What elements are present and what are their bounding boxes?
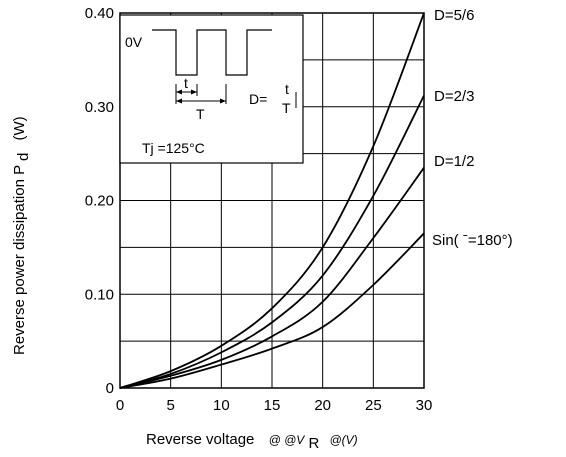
x-tick-label: 10 bbox=[213, 397, 230, 414]
x-tick-label: 30 bbox=[416, 397, 433, 414]
plot-frame bbox=[119, 12, 425, 389]
y-tick-label: 0.30 bbox=[85, 99, 114, 116]
series-label-3: D=1/2 bbox=[434, 153, 474, 170]
y-axis-title-unit: (W) bbox=[11, 116, 28, 140]
inset-zero-label: 0V bbox=[125, 34, 143, 50]
inset-t-label: t bbox=[184, 75, 188, 91]
inset-duty-denominator: T bbox=[282, 100, 291, 116]
x-tick-label: 5 bbox=[166, 397, 174, 414]
inset-T-arrowhead-left bbox=[176, 98, 182, 104]
series-line-4 bbox=[119, 232, 425, 389]
x-axis-title-extra: @ @V bbox=[269, 433, 306, 447]
inset-T-arrowhead-right bbox=[220, 98, 226, 104]
y-axis-title-text: Reverse power dissipation P bbox=[11, 165, 28, 355]
y-tick-label: 0 bbox=[106, 380, 114, 397]
x-tick-label: 15 bbox=[264, 397, 281, 414]
curves bbox=[119, 12, 425, 389]
inset-background bbox=[119, 14, 304, 164]
x-axis-title-unit: @(V) bbox=[329, 433, 357, 447]
series-label-1: D=5/6 bbox=[434, 7, 474, 24]
x-tick-labels: 0 5 10 15 20 25 30 bbox=[116, 397, 433, 414]
y-tick-label: 0.40 bbox=[85, 5, 114, 22]
x-tick-label: 20 bbox=[314, 397, 331, 414]
x-axis-title-sub: R bbox=[308, 435, 319, 452]
series-line-2 bbox=[119, 95, 425, 389]
inset-t-arrowhead-right bbox=[191, 89, 197, 95]
y-axis-title-sub: d bbox=[15, 153, 32, 161]
inset-pulse-waveform bbox=[152, 29, 272, 76]
y-tick-label: 0.10 bbox=[85, 286, 114, 303]
series-label-4: Sin( ˉ=180°) bbox=[432, 232, 513, 249]
y-tick-labels: 0 0.10 0.20 0.30 0.40 bbox=[85, 5, 114, 397]
inset-waveform-box: 0V t T D= t T Tj =125°C bbox=[119, 14, 304, 164]
x-tick-label: 25 bbox=[365, 397, 382, 414]
inset-duty-numerator: t bbox=[285, 81, 289, 97]
x-tick-label: 0 bbox=[116, 397, 124, 414]
y-tick-label: 0.20 bbox=[85, 193, 114, 210]
inset-T-label: T bbox=[196, 106, 205, 122]
inset-duty-prefix: D= bbox=[249, 91, 267, 107]
series-label-2: D=2/3 bbox=[434, 88, 474, 105]
inset-t-arrowhead-left bbox=[176, 89, 182, 95]
series-line-1 bbox=[119, 12, 425, 389]
curve-labels: D=5/6 D=2/3 D=1/2 Sin( ˉ=180°) bbox=[432, 7, 513, 249]
y-axis-title: Reverse power dissipation P d (W) bbox=[11, 116, 32, 355]
series-line-3 bbox=[119, 167, 425, 389]
x-axis-title-text: Reverse voltage bbox=[146, 431, 254, 448]
x-axis-title: Reverse voltage @ @V R @(V) bbox=[146, 431, 358, 452]
inset-tj-label: Tj =125°C bbox=[142, 140, 205, 156]
